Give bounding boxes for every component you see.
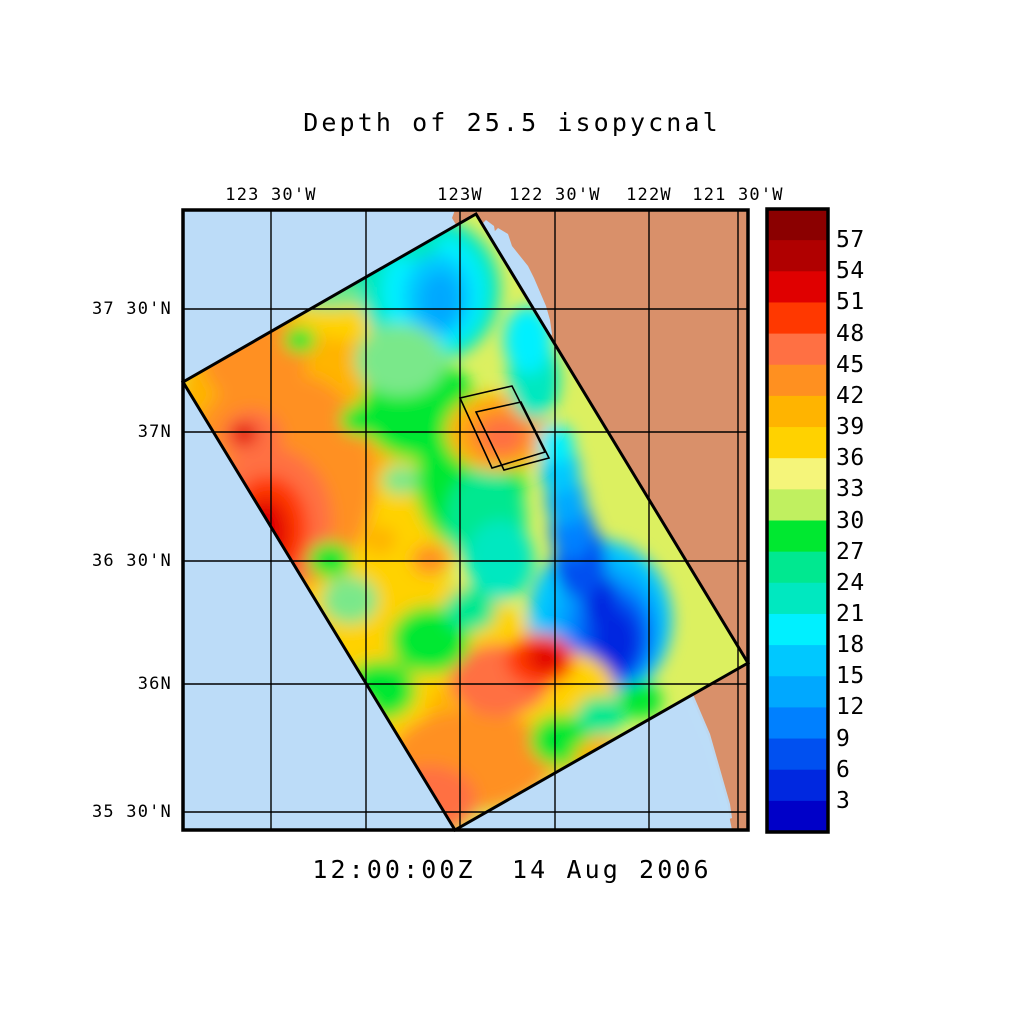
latitude-label-3: 36N: [137, 674, 172, 694]
nested-domain-box-1: [458, 385, 547, 469]
colorbar-tick-6: 6: [836, 756, 851, 783]
longitude-label-2: 122 30'W: [509, 185, 601, 205]
page-title: Depth of 25.5 isopycnal: [303, 108, 721, 137]
colorbar-tick-24: 24: [836, 569, 865, 596]
longitude-label-0: 123 30'W: [225, 185, 317, 205]
colorbar-band-9: [767, 489, 828, 522]
colorbar-band-15: [767, 676, 828, 708]
latitude-label-2: 36 30'N: [91, 551, 172, 571]
graticule: [183, 210, 748, 830]
colorbar-tick-33: 33: [836, 476, 865, 503]
latitude-label-4: 35 30'N: [91, 802, 172, 822]
latitude-label-1: 37N: [137, 422, 172, 442]
colorbar-tick-36: 36: [836, 445, 865, 472]
colorbar-tick-18: 18: [836, 632, 865, 659]
colorbar-tick-42: 42: [836, 382, 865, 409]
colorbar-tick-3: 3: [836, 787, 851, 814]
colorbar-band-7: [767, 427, 828, 459]
colorbar-tick-51: 51: [836, 289, 865, 316]
colorbar-band-17: [767, 738, 828, 771]
colorbar-bands: [767, 209, 828, 833]
colorbar-band-11: [767, 551, 828, 584]
colorbar-band-13: [767, 613, 828, 646]
colorbar-band-10: [767, 520, 828, 553]
colorbar-band-14: [767, 645, 828, 677]
colorbar-band-8: [767, 458, 828, 490]
colorbar-tick-15: 15: [836, 663, 865, 690]
colorbar-band-18: [767, 769, 828, 802]
colorbar-tick-21: 21: [836, 600, 865, 627]
colorbar-band-0: [767, 209, 828, 241]
colorbar-band-1: [767, 240, 828, 272]
colorbar-tick-30: 30: [836, 507, 865, 534]
longitude-label-3: 122W: [626, 185, 672, 205]
timestamp-caption: 12:00:00Z 14 Aug 2006: [312, 855, 712, 884]
colorbar-band-19: [767, 800, 828, 833]
colorbar-band-3: [767, 302, 828, 335]
colorbar-tick-27: 27: [836, 538, 865, 565]
colorbar-tick-12: 12: [836, 694, 865, 721]
colorbar-frame: [765, 207, 830, 834]
colorbar-band-4: [767, 333, 828, 366]
colorbar-tick-39: 39: [836, 414, 865, 441]
nested-domain-box-2: [474, 401, 551, 471]
latitude-label-0: 37 30'N: [91, 299, 172, 319]
longitude-label-1: 123W: [437, 185, 483, 205]
colorbar-tick-54: 54: [836, 258, 865, 285]
colorbar-tick-45: 45: [836, 351, 865, 378]
colorbar-band-12: [767, 582, 828, 615]
colorbar-band-5: [767, 364, 828, 397]
colorbar-tick-48: 48: [836, 320, 865, 347]
colorbar-band-16: [767, 707, 828, 740]
colorbar-band-2: [767, 271, 828, 304]
plot-frame: [181, 208, 750, 832]
colorbar-band-6: [767, 395, 828, 428]
colorbar-tick-9: 9: [836, 725, 851, 752]
colorbar-tick-57: 57: [836, 227, 865, 254]
longitude-label-4: 121 30'W: [692, 185, 784, 205]
